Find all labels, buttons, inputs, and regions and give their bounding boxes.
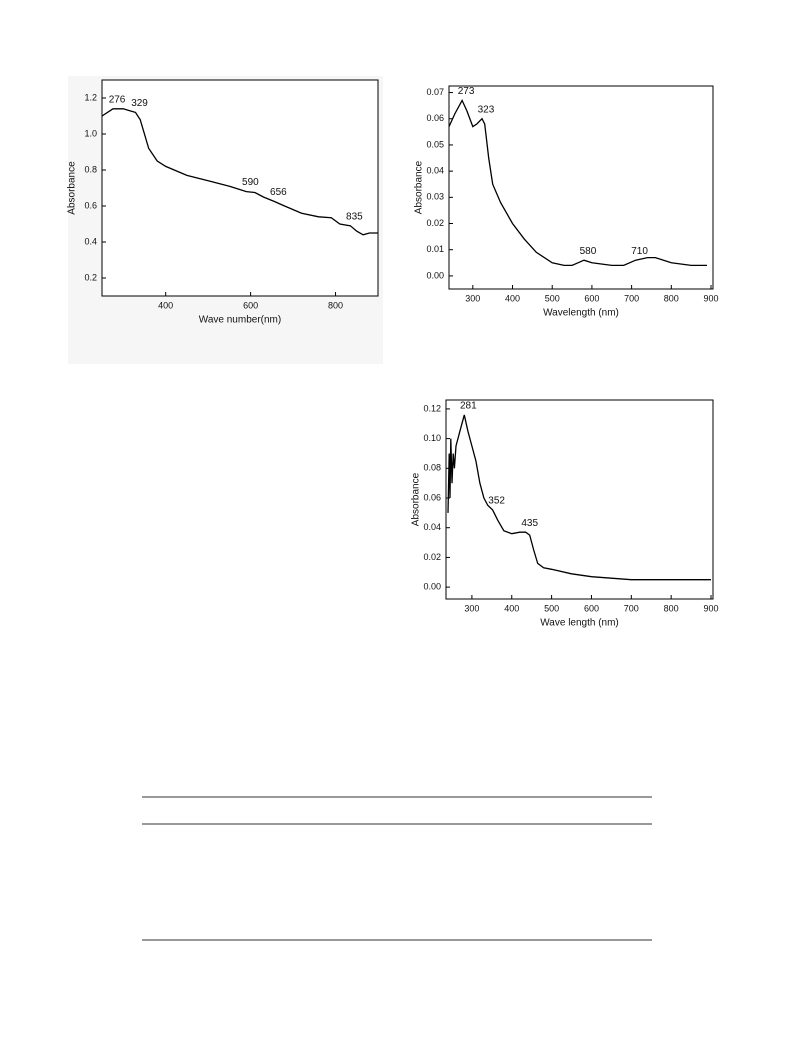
x-tick-label: 600	[243, 300, 258, 310]
peak-label: 273	[458, 86, 475, 97]
y-tick-label: 0.04	[426, 166, 444, 176]
plot-frame	[445, 399, 714, 600]
plot-frame	[101, 79, 379, 297]
peak-label: 276	[109, 94, 126, 105]
y-axis-label: Absorbance	[67, 161, 78, 215]
x-tick-label: 600	[584, 293, 599, 303]
x-axis-label: Wave length (nm)	[540, 618, 619, 629]
y-tick-label: 0.12	[423, 403, 441, 413]
y-tick-label: 0.05	[426, 139, 444, 149]
x-axis-label: Wave number(nm)	[199, 315, 281, 326]
spectrum-line	[101, 108, 378, 236]
y-tick-label: 0.4	[84, 236, 97, 246]
peak-label: 281	[460, 400, 477, 411]
x-tick-label: 800	[328, 300, 343, 310]
peak-label: 656	[270, 187, 287, 198]
y-tick-label: 0.07	[426, 87, 444, 97]
y-tick-label: 0.02	[423, 552, 441, 562]
peak-label: 323	[478, 104, 495, 115]
x-tick-label: 600	[584, 603, 599, 613]
spectrum-line	[448, 98, 707, 267]
y-tick-label: 0.06	[426, 113, 444, 123]
x-tick-label: 400	[158, 300, 173, 310]
x-tick-label: 500	[544, 603, 559, 613]
y-tick-label: 0.8	[84, 164, 97, 174]
peak-label: 710	[631, 246, 648, 257]
x-tick-label: 400	[505, 293, 520, 303]
peak-label: 580	[580, 246, 597, 257]
y-tick-label: 0.03	[426, 192, 444, 202]
x-tick-label: 400	[504, 603, 519, 613]
x-tick-label: 700	[624, 293, 639, 303]
y-tick-label: 0.00	[423, 581, 441, 591]
x-tick-label: 500	[545, 293, 560, 303]
y-tick-label: 1.0	[84, 128, 97, 138]
y-tick-label: 0.08	[423, 463, 441, 473]
y-tick-label: 0.06	[423, 492, 441, 502]
x-tick-label: 300	[465, 293, 480, 303]
x-tick-label: 800	[664, 603, 679, 613]
y-axis-label: Absorbance	[411, 472, 422, 526]
peak-label: 835	[346, 211, 363, 222]
y-tick-label: 0.2	[84, 272, 97, 282]
y-axis-label: Absorbance	[414, 160, 425, 214]
peak-label: 329	[131, 98, 148, 109]
y-tick-label: 0.04	[423, 522, 441, 532]
y-tick-label: 0.01	[426, 244, 444, 254]
x-tick-label: 900	[703, 293, 718, 303]
x-tick-label: 700	[624, 603, 639, 613]
peak-label: 590	[242, 177, 259, 188]
y-tick-label: 0.10	[423, 433, 441, 443]
spectrum-line	[447, 414, 711, 581]
peak-label: 435	[521, 518, 538, 529]
y-tick-label: 0.02	[426, 218, 444, 228]
x-axis-label: Wavelength (nm)	[543, 308, 619, 319]
x-tick-label: 300	[464, 603, 479, 613]
y-tick-label: 1.2	[84, 92, 97, 102]
peak-label: 352	[488, 496, 505, 507]
x-tick-label: 800	[664, 293, 679, 303]
y-tick-label: 0.00	[426, 270, 444, 280]
y-tick-label: 0.6	[84, 200, 97, 210]
x-tick-label: 900	[703, 603, 718, 613]
plot-frame	[448, 85, 714, 290]
